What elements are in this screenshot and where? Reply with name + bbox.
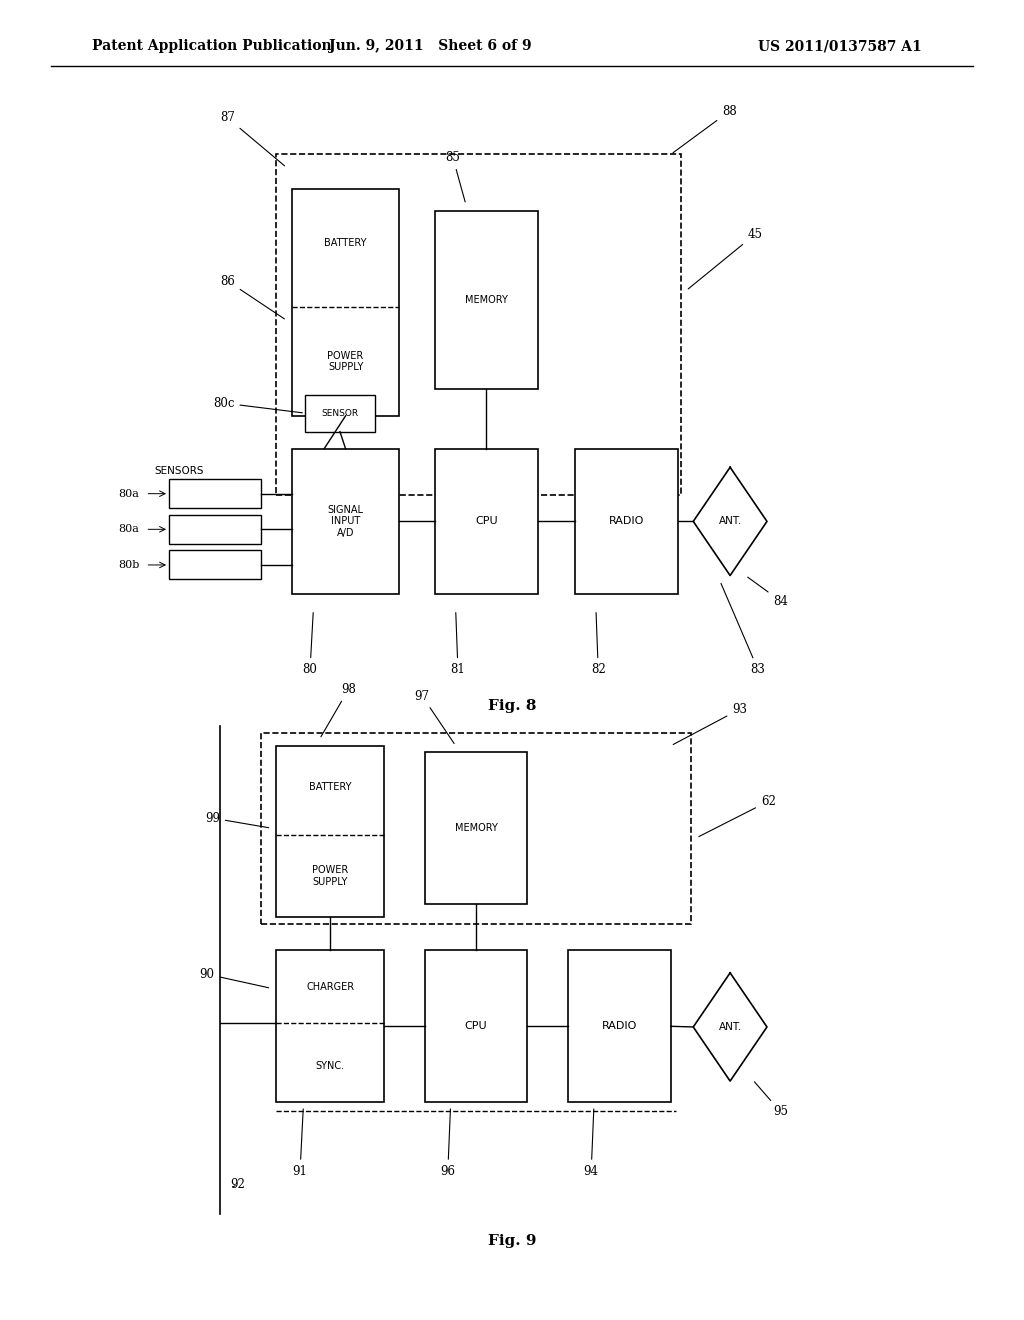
Bar (169, 479, 261, 508)
Bar (435, 211, 538, 389)
Text: Fig. 8: Fig. 8 (487, 700, 537, 713)
Text: 91: 91 (293, 1109, 307, 1177)
Text: CPU: CPU (475, 516, 498, 527)
Text: 94: 94 (584, 1109, 599, 1177)
Text: 84: 84 (748, 577, 788, 607)
Bar (305, 395, 375, 432)
Text: 85: 85 (445, 150, 465, 202)
Text: ANT.: ANT. (719, 516, 741, 527)
Text: 45: 45 (688, 228, 763, 289)
Text: 83: 83 (721, 583, 766, 676)
Text: SIGNAL
INPUT
A/D: SIGNAL INPUT A/D (328, 504, 364, 539)
Text: SENSOR: SENSOR (322, 409, 358, 417)
Text: RADIO: RADIO (602, 1022, 637, 1031)
Text: 80a: 80a (119, 488, 139, 499)
Text: 90: 90 (200, 968, 268, 987)
Text: 95: 95 (755, 1082, 788, 1118)
Text: MEMORY: MEMORY (455, 824, 498, 833)
Bar (435, 449, 538, 594)
Text: 99: 99 (205, 812, 268, 828)
Text: RADIO: RADIO (609, 516, 644, 527)
Text: POWER
SUPPLY: POWER SUPPLY (312, 866, 348, 887)
Text: 97: 97 (415, 689, 454, 743)
Text: 80a: 80a (119, 524, 139, 535)
Text: 82: 82 (591, 612, 605, 676)
Bar (292, 189, 399, 416)
Text: MEMORY: MEMORY (465, 296, 508, 305)
Text: 93: 93 (673, 702, 748, 744)
Text: 80c: 80c (213, 396, 302, 413)
Bar (425, 752, 527, 904)
Text: Jun. 9, 2011   Sheet 6 of 9: Jun. 9, 2011 Sheet 6 of 9 (329, 40, 531, 53)
Bar (276, 950, 384, 1102)
Bar (292, 449, 399, 594)
Bar (169, 550, 261, 579)
Text: SENSORS: SENSORS (155, 466, 204, 477)
Text: Fig. 9: Fig. 9 (487, 1234, 537, 1247)
Text: BATTERY: BATTERY (325, 238, 367, 248)
Text: 88: 88 (673, 104, 736, 153)
Bar (425, 950, 527, 1102)
Bar (261, 733, 691, 924)
Bar (276, 154, 681, 495)
Bar (568, 950, 671, 1102)
Text: POWER
SUPPLY: POWER SUPPLY (328, 351, 364, 372)
Text: BATTERY: BATTERY (309, 781, 351, 792)
Text: 87: 87 (220, 111, 285, 166)
Text: US 2011/0137587 A1: US 2011/0137587 A1 (758, 40, 922, 53)
Text: 92: 92 (230, 1177, 246, 1191)
Text: 86: 86 (220, 275, 285, 319)
Bar (575, 449, 678, 594)
Text: 62: 62 (698, 795, 776, 837)
Text: 81: 81 (451, 612, 465, 676)
Bar (169, 515, 261, 544)
Text: CPU: CPU (465, 1022, 487, 1031)
Text: SYNC.: SYNC. (315, 1061, 345, 1071)
Text: 80b: 80b (118, 560, 139, 570)
Bar (276, 746, 384, 917)
Text: 98: 98 (321, 682, 356, 737)
Text: 96: 96 (440, 1109, 456, 1177)
Text: ANT.: ANT. (719, 1022, 741, 1032)
Text: Patent Application Publication: Patent Application Publication (92, 40, 332, 53)
Text: CHARGER: CHARGER (306, 982, 354, 991)
Text: 80: 80 (303, 612, 317, 676)
